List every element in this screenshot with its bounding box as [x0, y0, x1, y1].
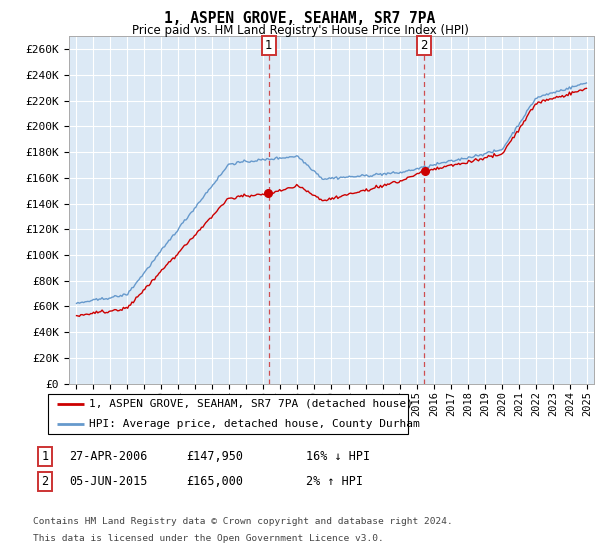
- Text: 2: 2: [420, 39, 428, 52]
- Text: 16% ↓ HPI: 16% ↓ HPI: [306, 450, 370, 463]
- Text: 1: 1: [41, 450, 49, 463]
- Text: Price paid vs. HM Land Registry's House Price Index (HPI): Price paid vs. HM Land Registry's House …: [131, 24, 469, 36]
- Text: 27-APR-2006: 27-APR-2006: [69, 450, 148, 463]
- Text: Contains HM Land Registry data © Crown copyright and database right 2024.: Contains HM Land Registry data © Crown c…: [33, 517, 453, 526]
- FancyBboxPatch shape: [48, 394, 408, 434]
- Text: This data is licensed under the Open Government Licence v3.0.: This data is licensed under the Open Gov…: [33, 534, 384, 543]
- Text: £147,950: £147,950: [186, 450, 243, 463]
- Text: 1, ASPEN GROVE, SEAHAM, SR7 7PA (detached house): 1, ASPEN GROVE, SEAHAM, SR7 7PA (detache…: [89, 399, 413, 409]
- Text: £165,000: £165,000: [186, 475, 243, 488]
- Text: HPI: Average price, detached house, County Durham: HPI: Average price, detached house, Coun…: [89, 419, 420, 429]
- Text: 2: 2: [41, 475, 49, 488]
- Text: 1, ASPEN GROVE, SEAHAM, SR7 7PA: 1, ASPEN GROVE, SEAHAM, SR7 7PA: [164, 11, 436, 26]
- Text: 05-JUN-2015: 05-JUN-2015: [69, 475, 148, 488]
- Text: 1: 1: [265, 39, 272, 52]
- Text: 2% ↑ HPI: 2% ↑ HPI: [306, 475, 363, 488]
